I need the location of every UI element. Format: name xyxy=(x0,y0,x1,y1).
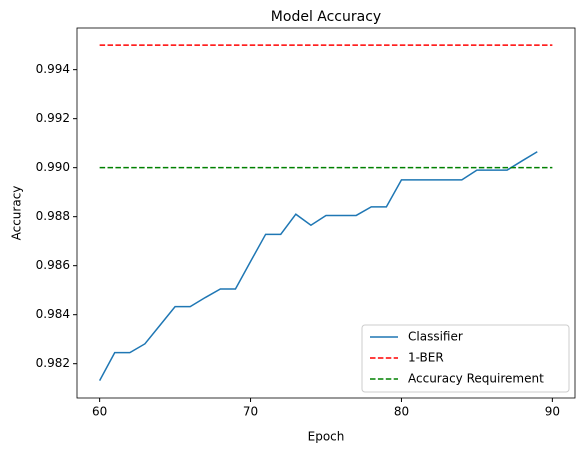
y-tick-label: 0.994 xyxy=(36,62,70,76)
legend-label: Classifier xyxy=(408,330,463,344)
y-tick-label: 0.988 xyxy=(36,209,70,223)
legend-box xyxy=(361,324,570,393)
x-tick-label: 80 xyxy=(394,405,409,419)
chart-title: Model Accuracy xyxy=(271,9,381,25)
y-tick-label: 0.982 xyxy=(36,356,70,370)
legend: Classifier 1-BER Accuracy Requirement xyxy=(361,324,570,393)
legend-label: 1-BER xyxy=(408,351,444,365)
plot-frame xyxy=(76,27,576,399)
x-tick-label: 90 xyxy=(545,405,560,419)
x-tick-label: 70 xyxy=(243,405,258,419)
y-axis-label: Accuracy xyxy=(10,186,24,241)
y-tick-label: 0.990 xyxy=(36,160,70,174)
y-tick-label: 0.992 xyxy=(36,111,70,125)
y-tick-label: 0.984 xyxy=(36,307,70,321)
y-tick-label: 0.986 xyxy=(36,258,70,272)
line-series xyxy=(98,151,538,381)
x-axis-label: Epoch xyxy=(308,430,345,444)
x-tick-label: 60 xyxy=(92,405,107,419)
legend-label: Accuracy Requirement xyxy=(408,372,544,386)
